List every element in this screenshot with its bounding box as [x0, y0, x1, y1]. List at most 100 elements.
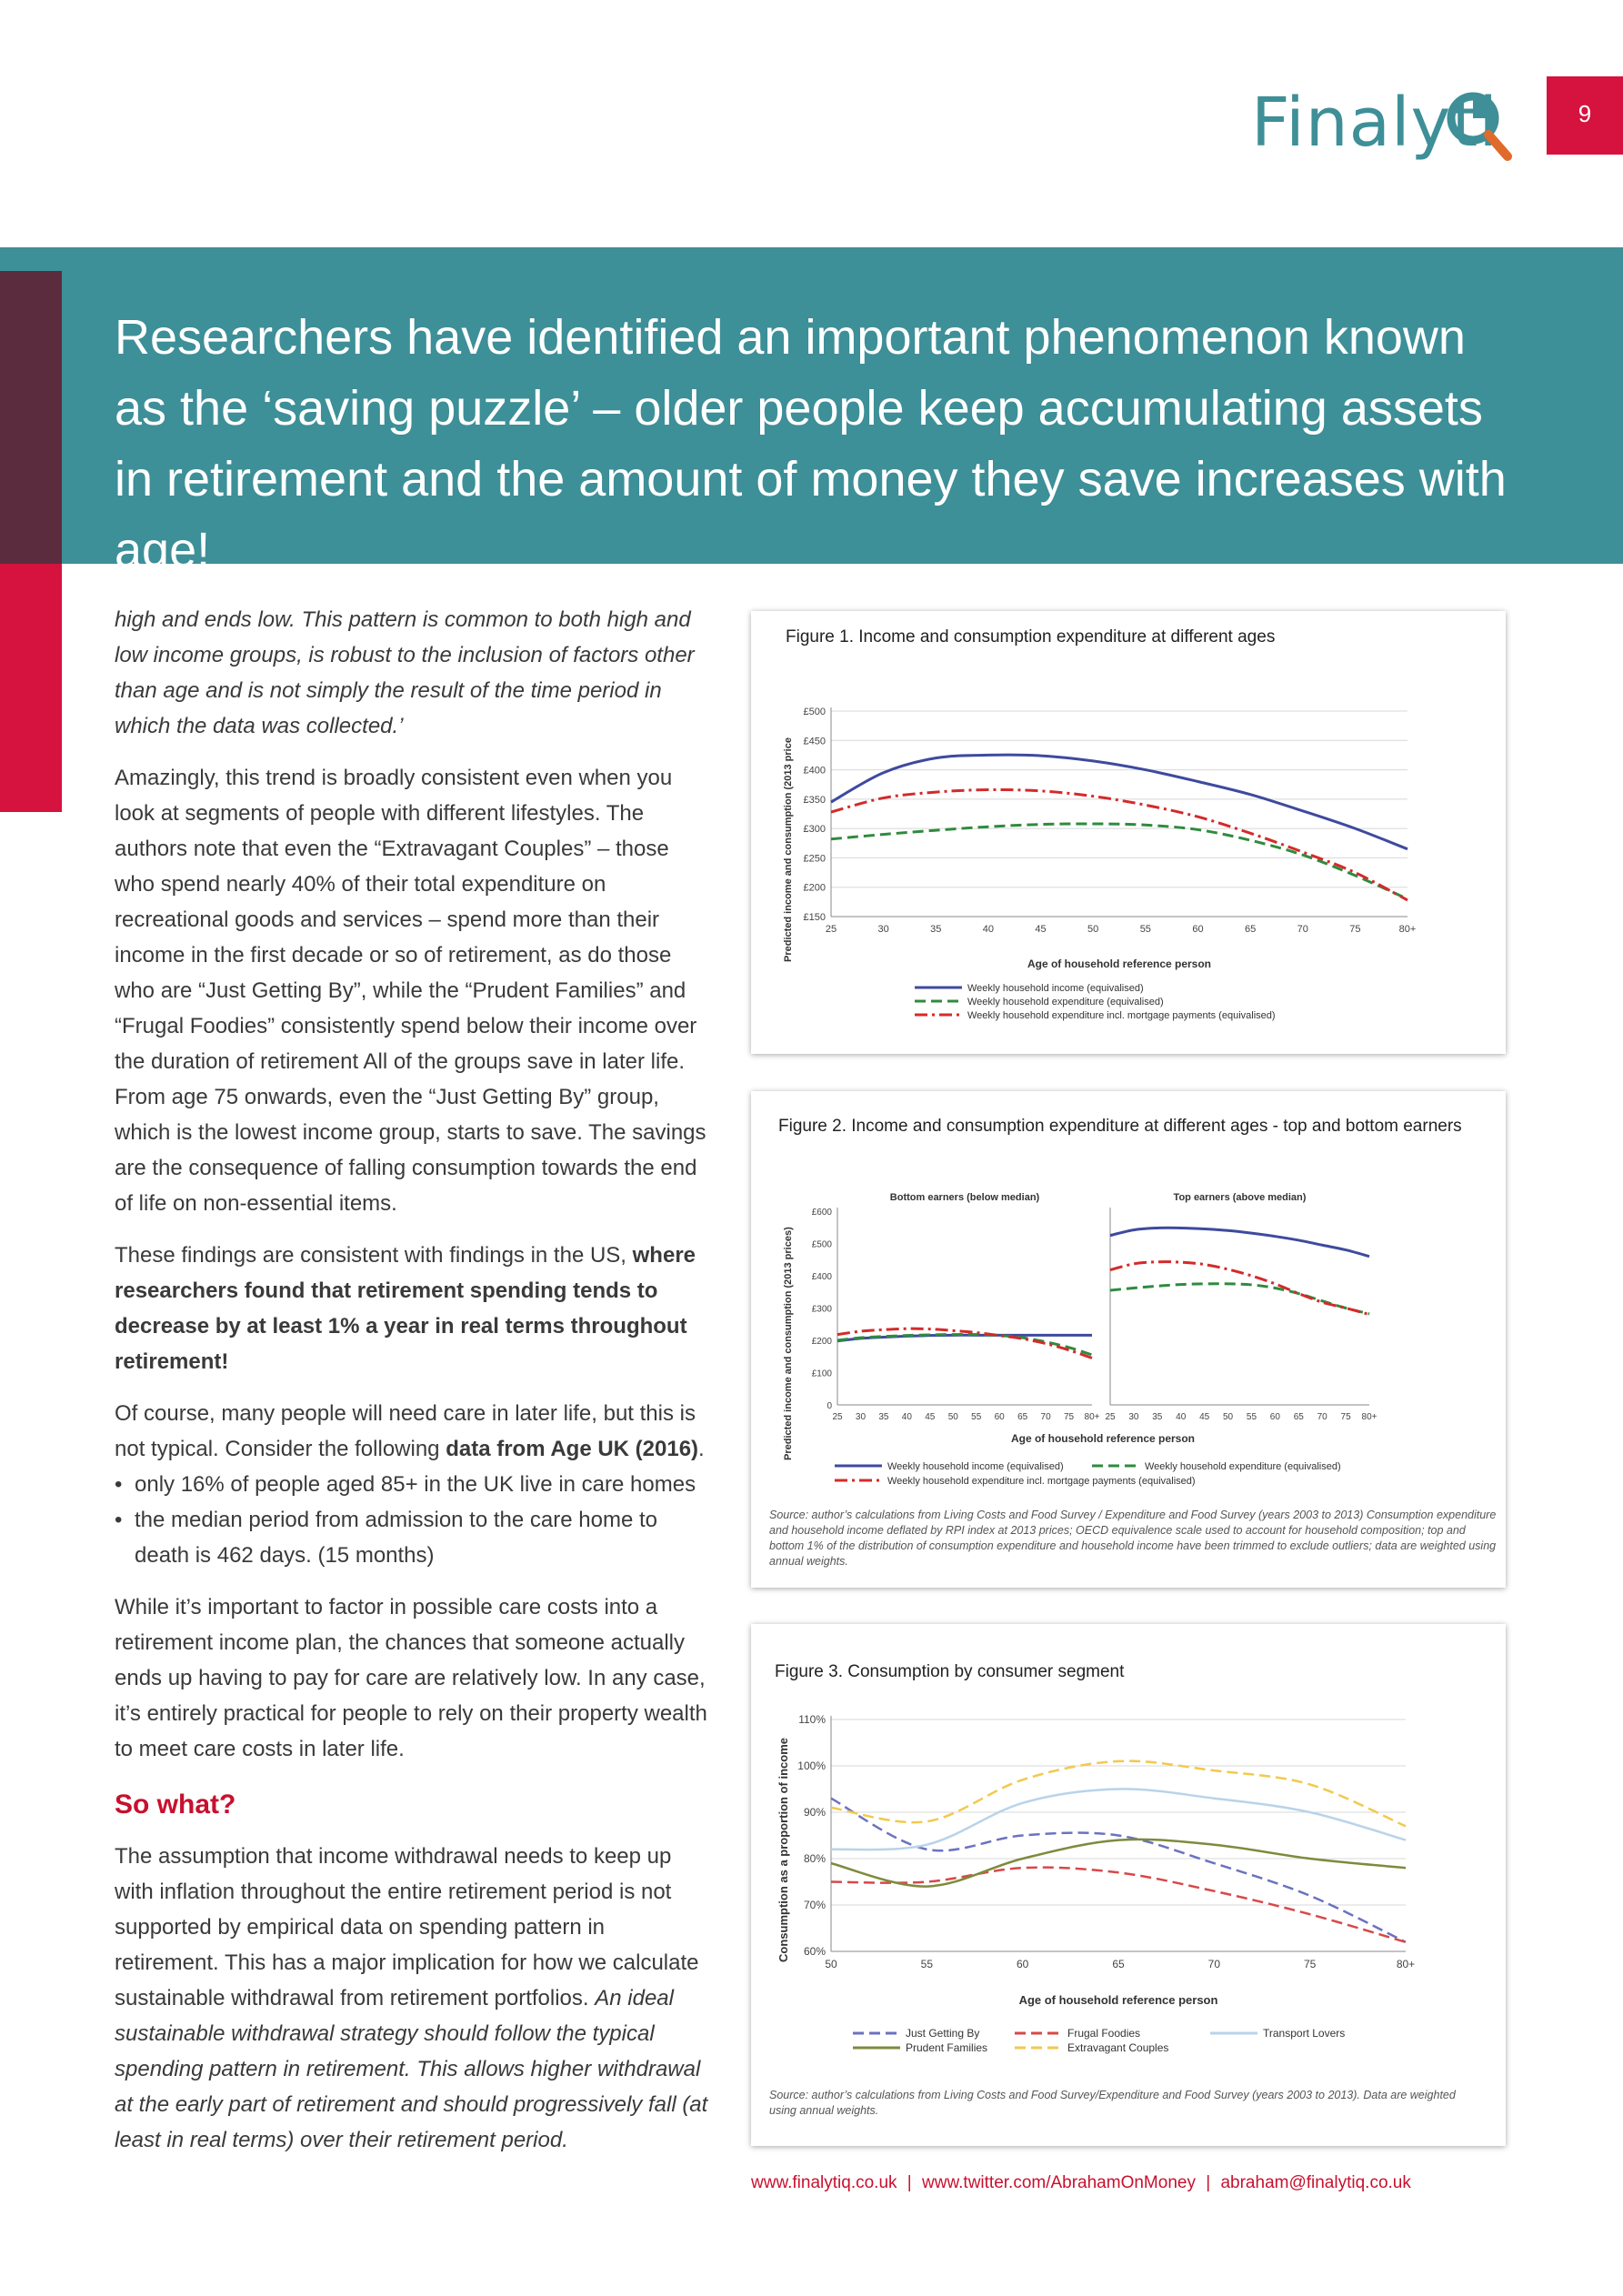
x-tick-label: 35	[930, 924, 941, 935]
y-tick-label: £400	[812, 1272, 833, 1282]
y-tick-label: £250	[804, 853, 826, 864]
y-tick-label: 80%	[804, 1852, 826, 1865]
age-uk-reference: data from Age UK (2016)	[446, 1437, 699, 1461]
series-line-weekly-household-expenditure-incl-mortgage-payments-equivalised-	[830, 787, 1408, 902]
series-line-weekly-household-expenditure-equivalised-	[830, 822, 1408, 900]
panel-title: Bottom earners (below median)	[890, 1192, 1040, 1203]
figure-2-source: Source: author’s calculations from Livin…	[769, 1509, 1497, 1568]
figure-3-source: Source: author’s calculations from Livin…	[769, 2089, 1456, 2117]
legend-label: Transport Lovers	[1263, 2027, 1345, 2040]
x-tick-label: 70	[1317, 1412, 1328, 1422]
x-tick-label: 80+	[1085, 1412, 1100, 1422]
bullet-item: the median period from admission to the …	[115, 1502, 715, 1573]
x-tick-label: 55	[1140, 924, 1151, 935]
series-line-extravagant-couples	[830, 1760, 1407, 1828]
x-tick-label: 50	[1087, 924, 1098, 935]
y-tick-label: £300	[804, 824, 826, 835]
x-tick-label: 30	[878, 924, 889, 935]
conclusion-italic: An ideal sustainable withdrawal strategy…	[115, 1986, 708, 2152]
figure-3: Figure 3. Consumption by consumer segmen…	[751, 1624, 1506, 2146]
y-tick-label: £150	[804, 912, 826, 923]
y-tick-label: £100	[812, 1369, 833, 1379]
bullet-item: only 16% of people aged 85+ in the UK li…	[115, 1467, 715, 1502]
x-tick-label: 70	[1041, 1412, 1052, 1422]
figure-3-title: Figure 3. Consumption by consumer segmen…	[775, 1662, 1125, 1681]
y-tick-label: 90%	[804, 1806, 826, 1819]
care-paragraph: Of course, many people will need care in…	[115, 1396, 715, 1467]
banner-accent-dark	[0, 271, 62, 564]
footer-separator: |	[907, 2173, 912, 2192]
x-tick-label: 25	[826, 924, 837, 935]
page-number-box: 9	[1547, 76, 1623, 155]
legend-label: Prudent Families	[906, 2041, 987, 2054]
x-tick-label: 45	[925, 1412, 936, 1422]
x-tick-label: 60	[1192, 924, 1203, 935]
finalytiq-logo: Finalyti	[1251, 80, 1515, 162]
banner-headline: Researchers have identified an important…	[115, 310, 1507, 577]
x-tick-label: 80+	[1399, 924, 1417, 935]
figure-1-title: Figure 1. Income and consumption expendi…	[786, 627, 1276, 647]
x-tick-label: 45	[1199, 1412, 1210, 1422]
us-findings-text: These findings are consistent with findi…	[115, 1243, 626, 1268]
x-tick-label: 40	[902, 1412, 913, 1422]
x-tick-label: 60	[1270, 1412, 1281, 1422]
x-tick-label: 80+	[1397, 1958, 1415, 1970]
conclusion-paragraph: The assumption that income withdrawal ne…	[115, 1839, 715, 2158]
y-tick-label: £500	[812, 1240, 833, 1250]
x-tick-label: 35	[878, 1412, 889, 1422]
y-tick-label: 110%	[798, 1713, 826, 1726]
x-tick-label: 80+	[1362, 1412, 1378, 1422]
x-tick-label: 25	[832, 1412, 843, 1422]
series-line-weekly-household-expenditure-equivalised-	[1109, 1282, 1370, 1316]
email-link[interactable]: abraham@finalytiq.co.uk	[1220, 2173, 1411, 2192]
series-line-transport-lovers	[830, 1788, 1407, 1851]
website-link[interactable]: www.finalytiq.co.uk	[751, 2173, 897, 2192]
legend-label: Extravagant Couples	[1067, 2041, 1168, 2054]
x-axis-title: Age of household reference person	[1027, 958, 1211, 970]
y-tick-label: £400	[804, 766, 826, 777]
x-tick-label: 30	[856, 1412, 867, 1422]
series-line-frugal-foodies	[830, 1866, 1407, 1944]
banner-accent-red	[0, 564, 62, 812]
magnifier-q-icon	[1447, 92, 1512, 161]
twitter-link[interactable]: www.twitter.com/AbrahamOnMoney	[922, 2173, 1196, 2192]
quote-paragraph: high and ends low. This pattern is commo…	[115, 607, 695, 738]
legend-label: Weekly household income (equivalised)	[967, 983, 1144, 994]
x-tick-label: 60	[1017, 1958, 1029, 1970]
y-tick-label: 70%	[804, 1899, 826, 1911]
y-tick-label: 100%	[797, 1760, 826, 1772]
y-tick-label: £300	[812, 1305, 833, 1315]
y-tick-label: 0	[827, 1401, 832, 1411]
care-costs-paragraph: While it’s important to factor in possib…	[115, 1595, 707, 1761]
conclusion-text: The assumption that income withdrawal ne…	[115, 1844, 699, 2010]
us-findings-emphasis: where researchers found that retirement …	[115, 1243, 696, 1374]
footer-links: www.finalytiq.co.uk | www.twitter.com/Ab…	[751, 2173, 1478, 2193]
figure-1: Figure 1. Income and consumption expendi…	[751, 611, 1506, 1054]
x-tick-label: 45	[1035, 924, 1046, 935]
figure-2-chart: 0 £100 £200 £300 £400 £500 £600 25 30 35 40 45 50 55 6…	[783, 1192, 1378, 1487]
x-tick-label: 55	[971, 1412, 982, 1422]
series-line-just-getting-by	[830, 1797, 1407, 1943]
y-tick-label: £450	[804, 736, 826, 747]
care-text: Of course, many people will need care in…	[115, 1401, 696, 1461]
x-tick-label: 55	[921, 1958, 934, 1970]
x-tick-label: 65	[1017, 1412, 1028, 1422]
x-tick-label: 35	[1152, 1412, 1163, 1422]
headline-banner: Researchers have identified an important…	[0, 247, 1623, 577]
logo-text: Finalyti	[1251, 84, 1498, 162]
x-tick-label: 40	[983, 924, 994, 935]
x-tick-label: 65	[1245, 924, 1256, 935]
x-tick-label: 75	[1341, 1412, 1352, 1422]
x-tick-label: 50	[825, 1958, 837, 1970]
x-axis-title: Age of household reference person	[1011, 1432, 1195, 1445]
y-axis-title: Predicted income and consumption (2013 p…	[783, 1227, 794, 1460]
y-tick-label: £200	[804, 883, 826, 894]
series-line-weekly-household-expenditure-incl-mortgage-payments	[1109, 1260, 1370, 1317]
y-tick-label: £200	[812, 1337, 833, 1347]
x-tick-label: 30	[1128, 1412, 1139, 1422]
legend-label: Weekly household expenditure (equivalise…	[967, 997, 1164, 1008]
x-tick-label: 65	[1112, 1958, 1125, 1970]
footer-separator: |	[1206, 2173, 1211, 2192]
series-line-weekly-household-expenditure-equivalised-	[837, 1333, 1093, 1357]
body-text-column: high and ends low. This pattern is commo…	[115, 602, 715, 2174]
